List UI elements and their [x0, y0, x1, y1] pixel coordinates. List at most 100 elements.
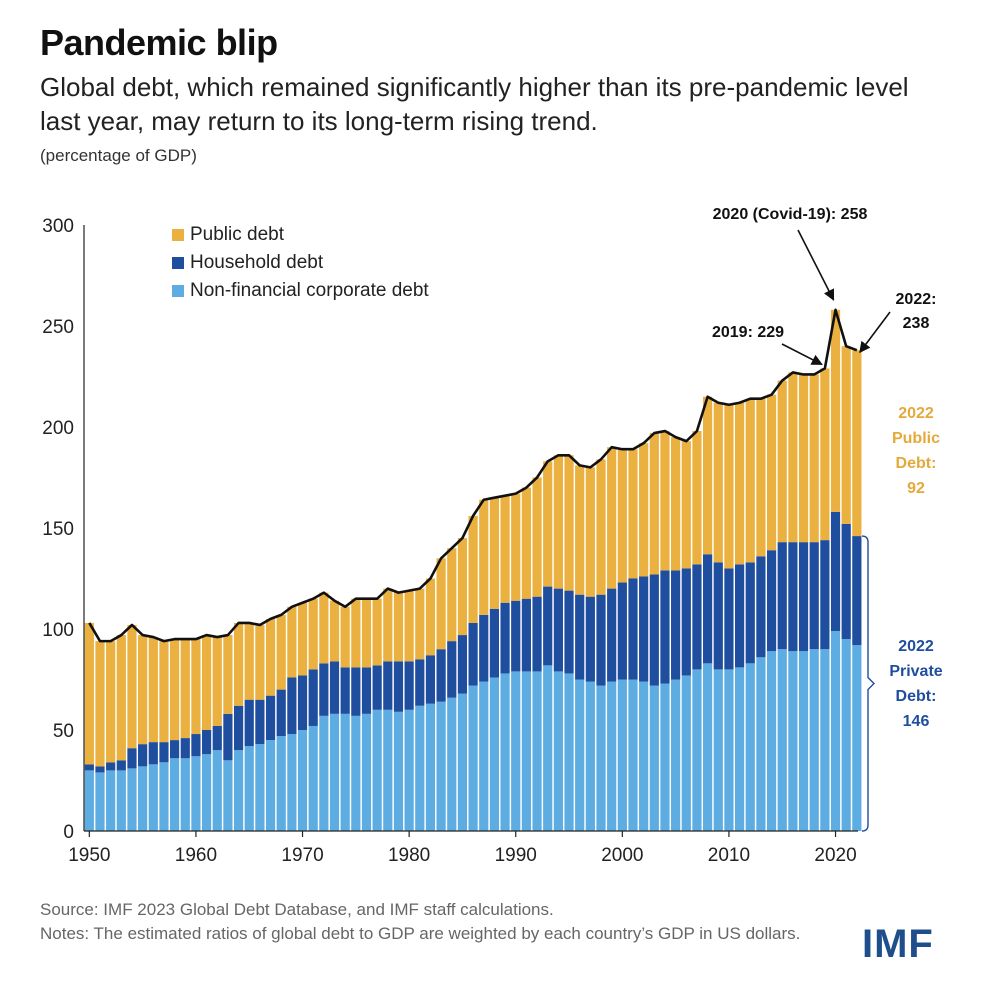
- x-tick-label: 1970: [281, 845, 323, 866]
- annotations: 2020 (Covid-19): 258 2019: 229 2022: 238 202…: [712, 206, 943, 832]
- bar-household: [521, 598, 531, 672]
- bar-corporate: [479, 681, 489, 831]
- bar-corporate: [436, 701, 446, 831]
- bar-household: [553, 588, 563, 672]
- unit-label: (percentage of GDP): [40, 146, 197, 165]
- bar-public: [809, 374, 819, 543]
- bar-public: [628, 449, 638, 579]
- bar-household: [607, 588, 617, 682]
- bar-household: [596, 594, 606, 686]
- bar-corporate: [830, 631, 841, 831]
- bar-household: [692, 564, 702, 670]
- bar-corporate: [340, 713, 350, 831]
- bar-public: [500, 495, 510, 603]
- bar-household: [308, 669, 318, 726]
- bar-household: [244, 699, 254, 747]
- bar-public: [543, 461, 553, 587]
- imf-logo: IMF: [862, 922, 934, 966]
- bar-household: [724, 568, 734, 670]
- bar-corporate: [564, 673, 574, 831]
- annotation-covid-arrow: [797, 229, 835, 301]
- private-debt-label: 2022: [898, 638, 934, 655]
- bar-household: [756, 556, 766, 658]
- bar-public: [276, 614, 286, 690]
- bar-corporate: [820, 649, 830, 831]
- private-debt-label: Debt:: [896, 688, 937, 705]
- bar-corporate: [841, 639, 851, 831]
- bar-household: [734, 564, 745, 668]
- legend-label-corporate: Non-financial corporate debt: [190, 280, 429, 301]
- annotation-2022-line2: 238: [903, 315, 930, 332]
- bar-public: [521, 487, 531, 599]
- bar-household: [319, 663, 329, 716]
- bar-public: [127, 624, 137, 749]
- bar-corporate: [415, 705, 425, 831]
- bar-corporate: [297, 730, 308, 831]
- bar-corporate: [745, 663, 755, 831]
- bar-corporate: [170, 758, 180, 831]
- bar-public: [319, 592, 329, 664]
- bar-corporate: [511, 671, 521, 831]
- total-debt-line: [88, 308, 858, 643]
- bar-public: [223, 635, 233, 714]
- bar-corporate: [159, 762, 169, 831]
- bar-corporate: [585, 681, 595, 831]
- y-tick-label: 50: [53, 721, 74, 742]
- bar-household: [703, 554, 713, 664]
- bar-public: [756, 398, 766, 557]
- bar-public: [106, 641, 116, 763]
- bar-household: [287, 677, 297, 735]
- public-debt-label: Debt:: [896, 455, 937, 472]
- bar-household: [425, 655, 436, 704]
- legend: Public debt Household debt Non-financial c…: [172, 224, 429, 301]
- bar-public: [766, 394, 777, 551]
- bar-corporate: [777, 649, 787, 831]
- bar-corporate: [425, 703, 436, 831]
- bar-corporate: [457, 693, 468, 831]
- bar-household: [564, 590, 574, 674]
- bar-household: [223, 713, 233, 761]
- bar-corporate: [276, 736, 286, 831]
- public-debt-label: Public: [892, 430, 940, 447]
- bar-household: [447, 641, 457, 698]
- bar-household: [660, 570, 670, 684]
- bar-public: [639, 443, 649, 577]
- bar-public: [479, 499, 489, 615]
- bar-corporate: [756, 657, 766, 831]
- bar-corporate: [201, 754, 212, 831]
- bar-public: [351, 598, 361, 668]
- bar-corporate: [809, 649, 819, 831]
- bar-household: [127, 748, 137, 769]
- annotation-2022-arrow: [859, 311, 891, 354]
- bar-public: [777, 380, 787, 543]
- bar-corporate: [468, 685, 478, 831]
- bar-household: [233, 705, 244, 751]
- bar-corporate: [703, 663, 713, 831]
- bar-corporate: [713, 669, 723, 831]
- bar-public: [383, 588, 393, 662]
- bar-public: [393, 592, 404, 662]
- legend-swatch-corporate: [172, 285, 184, 297]
- y-tick-label: 250: [42, 317, 74, 338]
- bar-household: [841, 523, 851, 640]
- bar-household: [201, 730, 212, 755]
- bar-public: [788, 372, 798, 543]
- bar-household: [329, 661, 340, 714]
- bar-household: [820, 540, 830, 650]
- public-debt-label: 92: [907, 480, 925, 497]
- legend-swatch-household: [172, 257, 184, 269]
- bar-corporate: [329, 713, 340, 831]
- y-tick-label: 300: [42, 216, 74, 237]
- bar-corporate: [138, 766, 148, 831]
- bar-public: [180, 639, 190, 739]
- bar-household: [628, 578, 638, 680]
- bar-public: [159, 641, 169, 743]
- bar-public: [575, 465, 585, 595]
- bar-public: [703, 396, 713, 555]
- bar-public: [212, 637, 222, 726]
- bar-corporate: [628, 679, 638, 831]
- bar-public: [201, 635, 212, 730]
- bar-public: [671, 437, 681, 571]
- bar-public: [511, 493, 521, 601]
- bar-public: [607, 447, 617, 589]
